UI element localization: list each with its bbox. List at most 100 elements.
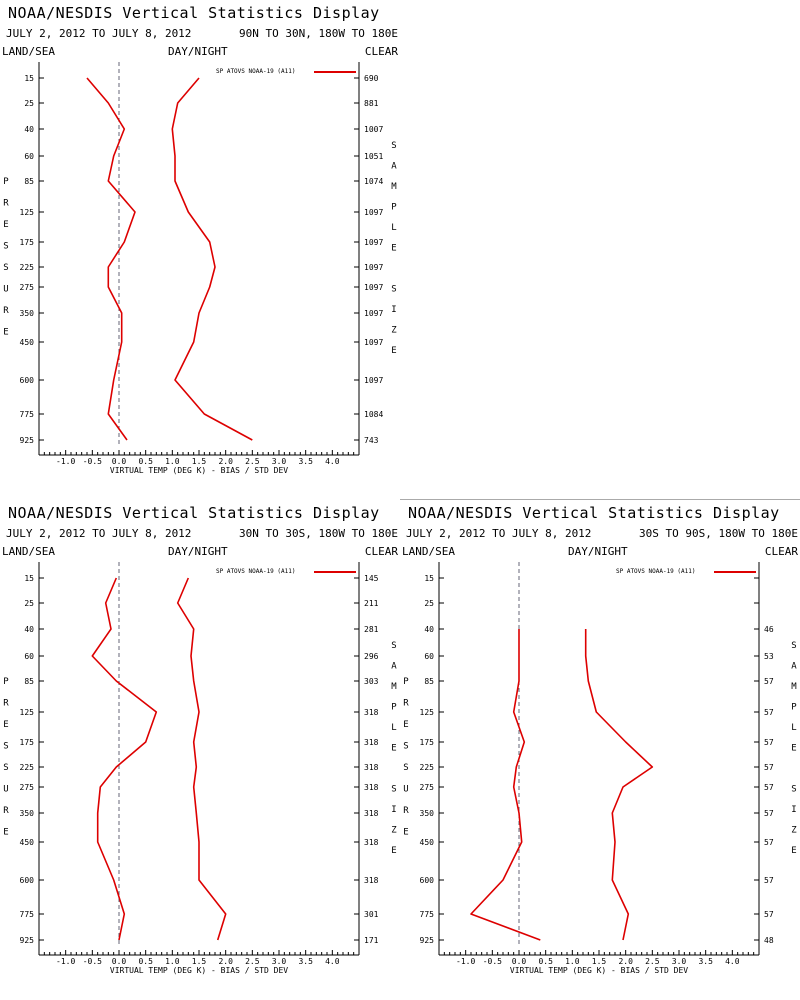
x-tick-label: 0.5 [538, 957, 553, 966]
x-tick-label: 3.0 [672, 957, 687, 966]
sample-size-axis-letter: A [791, 662, 797, 672]
pressure-level-label: 350 [20, 809, 35, 818]
pressure-level-label: 225 [20, 263, 35, 272]
x-tick-label: 3.0 [272, 457, 287, 466]
x-axis-label: VIRTUAL TEMP (DEG K) - BIAS / STD DEV [110, 466, 288, 475]
pressure-level-label: 600 [20, 876, 35, 885]
x-tick-label: 2.0 [218, 957, 233, 966]
legend-label: SP ATOVS NOAA-19 (A11) [216, 568, 295, 575]
pressure-level-label: 125 [20, 708, 35, 717]
pressure-axis-letter: E [3, 328, 8, 338]
chart-svg: -1.0 -0.5 0.0 0.5 1.0 1.5 2.0 2.5 3.0 3.5 4.0 VIRTU… [3, 62, 397, 475]
pressure-level-label: 225 [420, 763, 435, 772]
pressure-axis-letter: R [3, 806, 9, 816]
day-night-label: DAY/NIGHT [568, 545, 628, 558]
pressure-axis-letter: E [3, 828, 8, 838]
x-tick-label: 0.5 [138, 957, 153, 966]
panel-title: NOAA/NESDIS Vertical Statistics Display [408, 504, 780, 522]
pressure-level-label: 85 [24, 177, 34, 186]
pressure-level-label: 175 [20, 238, 35, 247]
pressure-level-label: 85 [24, 677, 34, 686]
sample-size-axis-letter: A [391, 662, 397, 672]
pressure-level-label: 450 [20, 338, 35, 347]
sample-size-label: 145 [364, 574, 379, 583]
sample-size-axis-letter: M [391, 182, 397, 192]
sample-size-label: 1051 [364, 152, 383, 161]
date-range: JULY 2, 2012 TO JULY 8, 2012 [6, 527, 192, 540]
sample-size-label: 301 [364, 910, 379, 919]
panel-90n-30n: -1.0 -0.5 0.0 0.5 1.0 1.5 2.0 2.5 3.0 3.5 4.0 VIRTU… [0, 0, 400, 500]
pressure-level-label: 450 [420, 838, 435, 847]
x-tick-label: -1.0 [56, 957, 75, 966]
sample-size-axis-letter: Z [791, 826, 797, 836]
x-tick-label: 1.0 [565, 957, 580, 966]
sample-size-label: 57 [764, 738, 774, 747]
sample-size-axis-letter: I [391, 305, 396, 315]
land-sea-label: LAND/SEA [402, 545, 455, 558]
pressure-axis-letter: E [403, 828, 408, 838]
sample-size-label: 1097 [364, 208, 383, 217]
pressure-level-label: 15 [24, 74, 34, 83]
day-night-label: DAY/NIGHT [168, 45, 228, 58]
pressure-level-label: 60 [424, 652, 434, 661]
pressure-level-label: 275 [20, 283, 35, 292]
pressure-level-label: 350 [420, 809, 435, 818]
pressure-level-label: 775 [420, 910, 435, 919]
pressure-axis-letter: E [3, 720, 8, 730]
sample-size-label: 57 [764, 876, 774, 885]
sample-size-label: 53 [764, 652, 774, 661]
x-tick-label: 1.5 [192, 957, 207, 966]
region-label: 30N TO 30S, 180W TO 180E [239, 527, 398, 540]
region-label: 30S TO 90S, 180W TO 180E [639, 527, 798, 540]
pressure-level-label: 125 [420, 708, 435, 717]
sample-size-axis-letter: L [791, 723, 796, 733]
sample-size-axis-letter: A [391, 162, 397, 172]
sample-size-label: 318 [364, 738, 379, 747]
region-label: 90N TO 30N, 180W TO 180E [239, 27, 398, 40]
legend-label: SP ATOVS NOAA-19 (A11) [616, 568, 695, 575]
sample-size-label: 57 [764, 677, 774, 686]
pressure-level-label: 775 [20, 910, 35, 919]
x-tick-label: 3.0 [272, 957, 287, 966]
pressure-level-label: 15 [24, 574, 34, 583]
sample-size-label: 57 [764, 708, 774, 717]
sample-size-axis-letter: L [391, 223, 396, 233]
pressure-axis-letter: R [3, 199, 9, 209]
pressure-axis-letter: S [403, 763, 408, 773]
sample-size-axis-letter: Z [391, 326, 397, 336]
pressure-axis-letter: S [3, 763, 8, 773]
land-sea-label: LAND/SEA [2, 45, 55, 58]
pressure-level-label: 60 [24, 652, 34, 661]
sample-size-axis-letter: P [791, 703, 797, 713]
pressure-level-label: 60 [24, 152, 34, 161]
sample-size-label: 46 [764, 625, 774, 634]
x-tick-label: 1.5 [592, 957, 607, 966]
pressure-axis-letter: S [403, 742, 408, 752]
day-night-label: DAY/NIGHT [168, 545, 228, 558]
pressure-axis-letter: P [403, 677, 409, 687]
sample-size-axis-letter: P [391, 203, 397, 213]
x-tick-label: 1.0 [165, 457, 180, 466]
bias-series-line [470, 629, 541, 941]
x-tick-label: 0.0 [512, 957, 527, 966]
sample-size-label: 1097 [364, 263, 383, 272]
sample-size-label: 318 [364, 809, 379, 818]
pressure-axis-letter: P [3, 677, 9, 687]
x-tick-label: 3.5 [698, 957, 713, 966]
pressure-level-label: 600 [420, 876, 435, 885]
pressure-level-label: 175 [20, 738, 35, 747]
x-tick-label: 4.0 [325, 457, 340, 466]
sample-size-label: 318 [364, 876, 379, 885]
sample-size-label: 57 [764, 763, 774, 772]
stddev-series-line [584, 629, 654, 941]
land-sea-label: LAND/SEA [2, 545, 55, 558]
pressure-axis-letter: U [3, 285, 8, 295]
pressure-axis-letter: S [3, 242, 8, 252]
pressure-axis-letter: E [3, 220, 8, 230]
sample-size-label: 1084 [364, 410, 383, 419]
pressure-axis-letter: S [3, 742, 8, 752]
sample-size-label: 318 [364, 763, 379, 772]
x-tick-label: -0.5 [83, 457, 102, 466]
sample-size-label: 318 [364, 783, 379, 792]
x-tick-label: 0.0 [112, 457, 127, 466]
